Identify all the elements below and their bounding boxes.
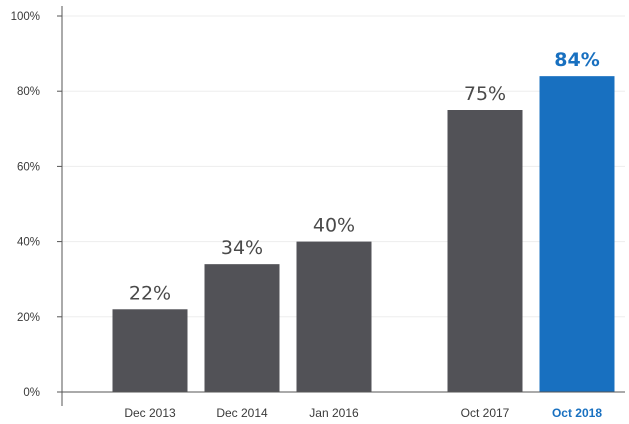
- bar: [296, 241, 372, 392]
- data-label: 40%: [313, 215, 355, 237]
- y-tick-label: 40%: [17, 237, 40, 249]
- y-tick-label: 20%: [17, 312, 40, 324]
- y-tick-label: 60%: [17, 161, 40, 173]
- data-label: 84%: [554, 49, 599, 71]
- bars: [112, 76, 615, 392]
- data-label: 22%: [129, 282, 171, 304]
- x-tick-label: Jan 2016: [309, 406, 359, 420]
- bar: [204, 264, 280, 392]
- y-tick-label: 80%: [17, 86, 40, 98]
- y-tick-label: 100%: [11, 11, 40, 23]
- x-tick-label: Oct 2018: [552, 406, 602, 420]
- x-axis: Dec 2013 Dec 2014 Jan 2016 Oct 2017 Oct 2018: [124, 406, 602, 420]
- x-tick-label: Dec 2014: [216, 406, 268, 420]
- x-tick-label: Dec 2013: [124, 406, 176, 420]
- data-label: 34%: [221, 237, 263, 259]
- y-tick-label: 0%: [23, 387, 40, 399]
- data-labels: 22% 34% 40% 75% 84%: [129, 49, 600, 304]
- bar: [112, 309, 188, 392]
- x-tick-label: Oct 2017: [461, 406, 510, 420]
- bar: [447, 110, 523, 392]
- data-label: 75%: [464, 83, 506, 105]
- gridlines: [62, 15, 625, 318]
- y-axis: 0% 20% 40% 60% 80% 100%: [11, 11, 62, 399]
- bar: [539, 76, 615, 392]
